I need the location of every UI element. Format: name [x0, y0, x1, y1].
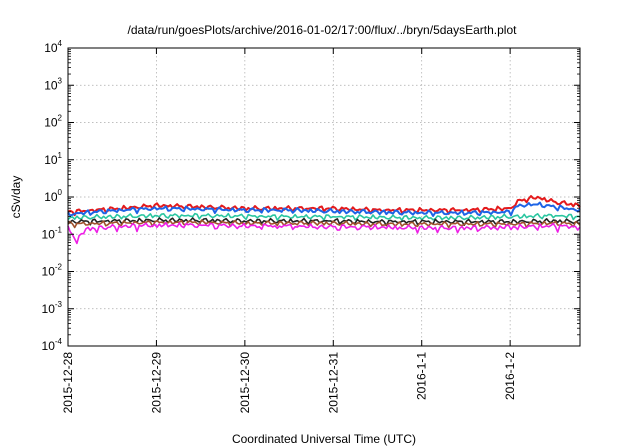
x-tick-label: 2016-1-2 [503, 352, 517, 400]
series-line [67, 212, 581, 221]
x-axis-label: Coordinated Universal Time (UTC) [232, 432, 416, 446]
x-tick-label: 2015-12-29 [149, 352, 163, 414]
x-tick-label: 2015-12-30 [238, 352, 252, 414]
y-tick-label: 101 [44, 151, 62, 167]
y-tick-label: 10-4 [42, 337, 63, 353]
x-tick-label: 2016-1-1 [415, 352, 429, 400]
y-axis-label: cSv/day [9, 176, 23, 219]
y-axis: 104 103 102 101 100 10-1 10-2 10-3 10-4 [42, 39, 580, 353]
series-line [67, 201, 581, 217]
y-tick-label: 10-2 [42, 263, 63, 279]
series-group [67, 195, 581, 245]
y-tick-label: 10-3 [42, 300, 63, 316]
x-tick-label: 2015-12-28 [61, 352, 75, 414]
y-tick-label: 102 [44, 114, 62, 130]
x-axis: 2015-12-28 2015-12-29 2015-12-30 2015-12-31… [61, 48, 517, 413]
y-tick-label: 103 [44, 76, 62, 92]
series-line [67, 221, 581, 245]
y-tick-label: 10-1 [42, 225, 63, 241]
y-tick-label: 100 [44, 188, 62, 204]
y-tick-label: 104 [44, 39, 62, 55]
grid [68, 48, 580, 346]
series-line [67, 217, 581, 227]
x-tick-label: 2015-12-31 [326, 352, 340, 414]
chart-title: /data/run/goesPlots/archive/2016-01-02/1… [128, 23, 518, 37]
